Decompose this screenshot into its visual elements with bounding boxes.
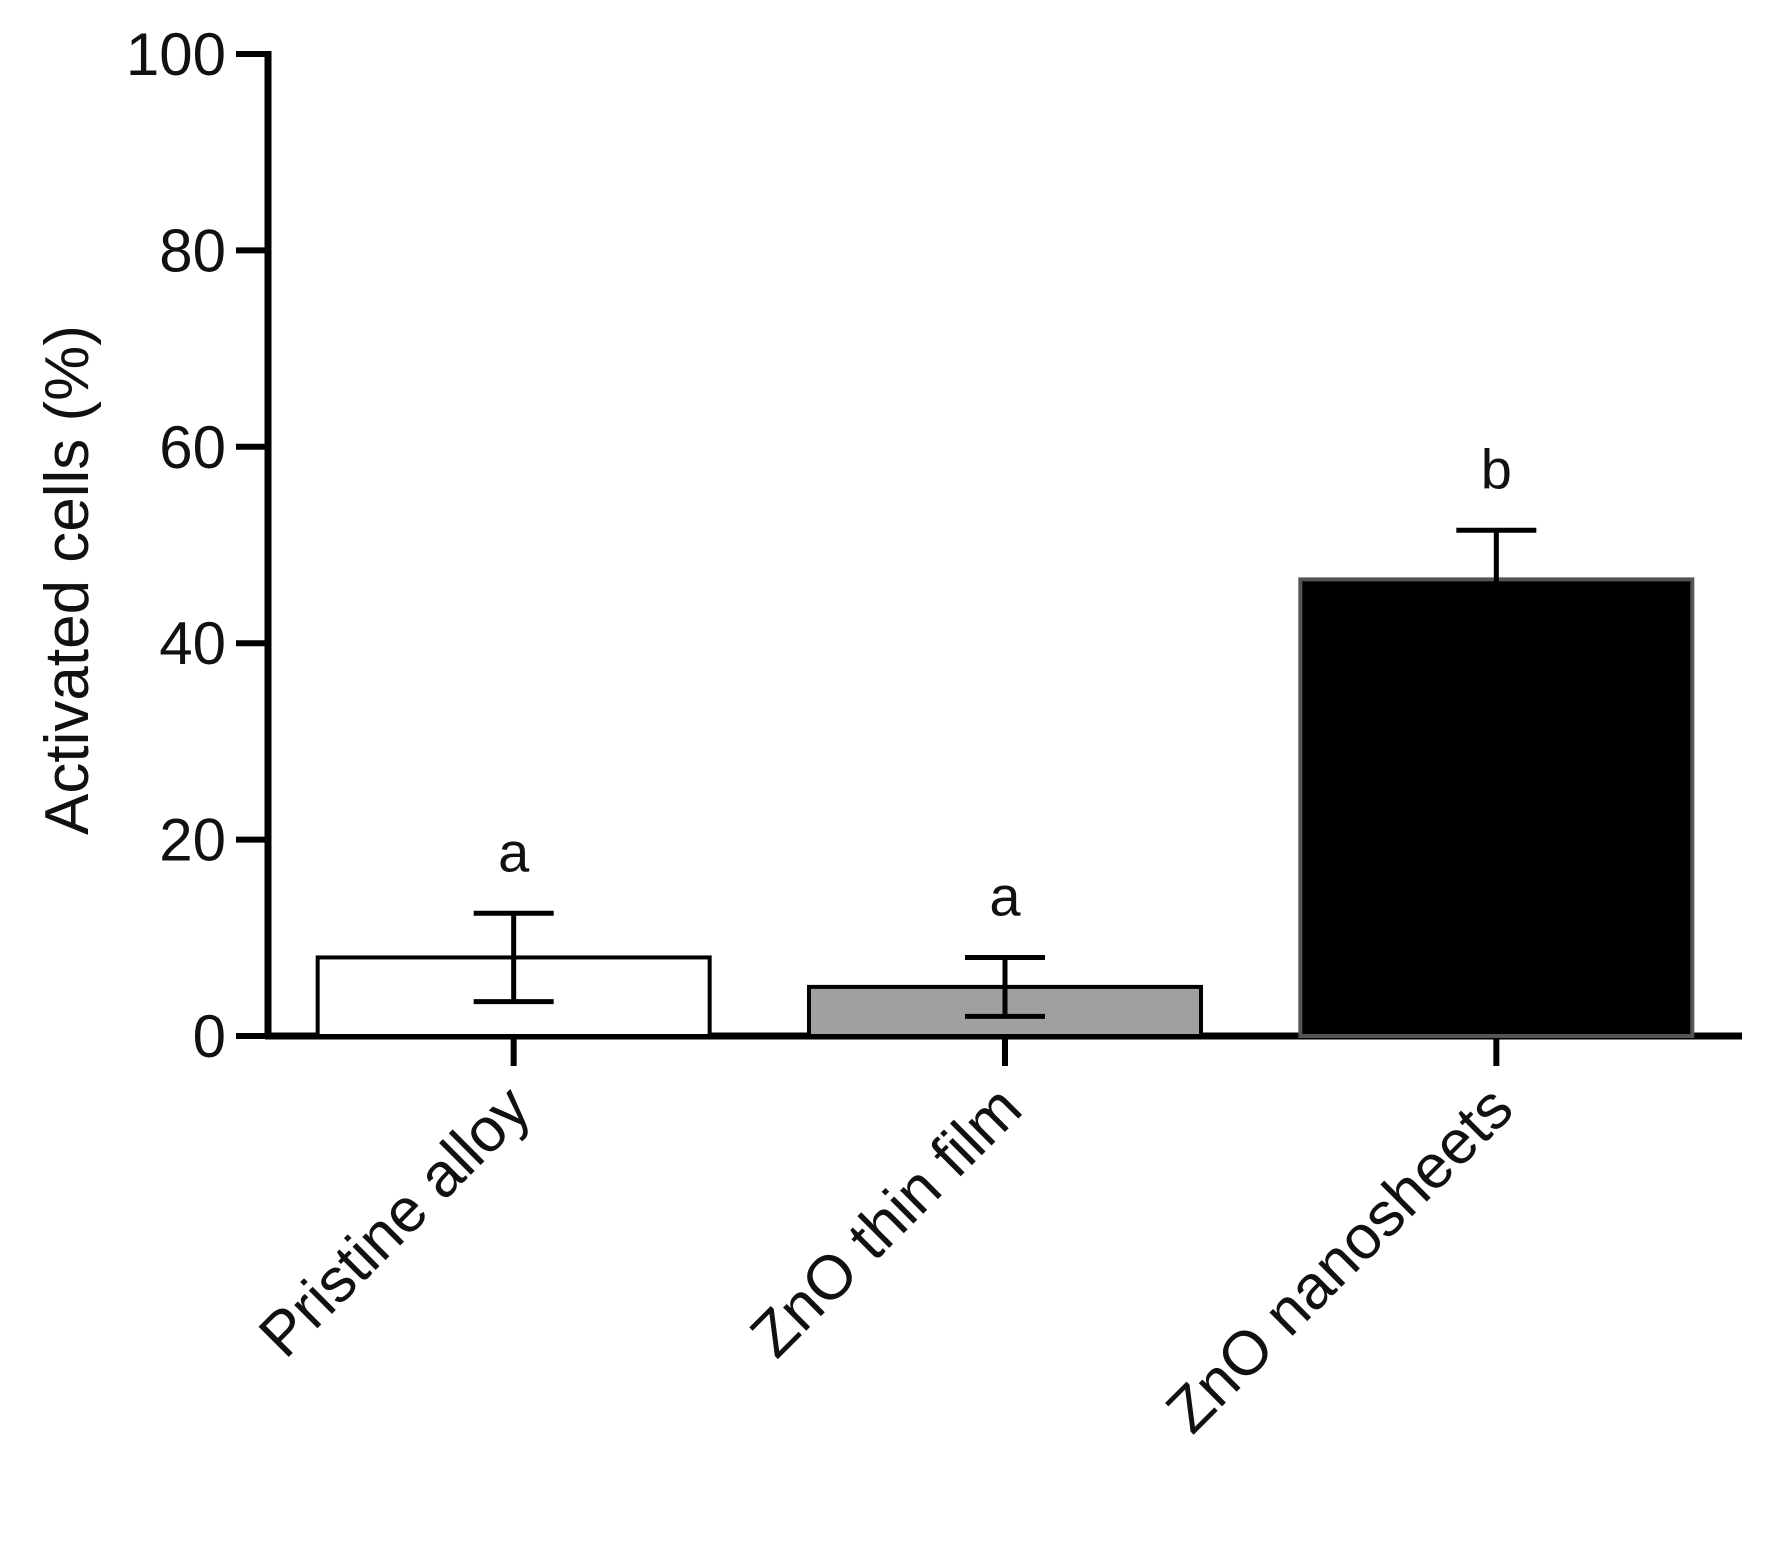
x-category-label: Pristine alloy	[246, 1073, 543, 1370]
x-category-label: ZnO thin film	[738, 1073, 1035, 1370]
x-category-label: ZnO nanosheets	[1153, 1073, 1526, 1446]
y-tick-label: 100	[126, 21, 226, 88]
y-tick-label: 0	[193, 1003, 226, 1070]
y-axis-title: Activated cells (%)	[33, 325, 102, 835]
significance-letter: a	[989, 864, 1021, 927]
y-tick-label: 20	[159, 807, 226, 874]
y-tick-label: 60	[159, 414, 226, 481]
bars	[315, 527, 1695, 1039]
bar[interactable]	[1298, 577, 1695, 1038]
significance-letter: a	[498, 820, 530, 883]
y-tick-label: 40	[159, 610, 226, 677]
significance-letter: b	[1481, 437, 1512, 500]
y-tick-label: 80	[159, 217, 226, 284]
